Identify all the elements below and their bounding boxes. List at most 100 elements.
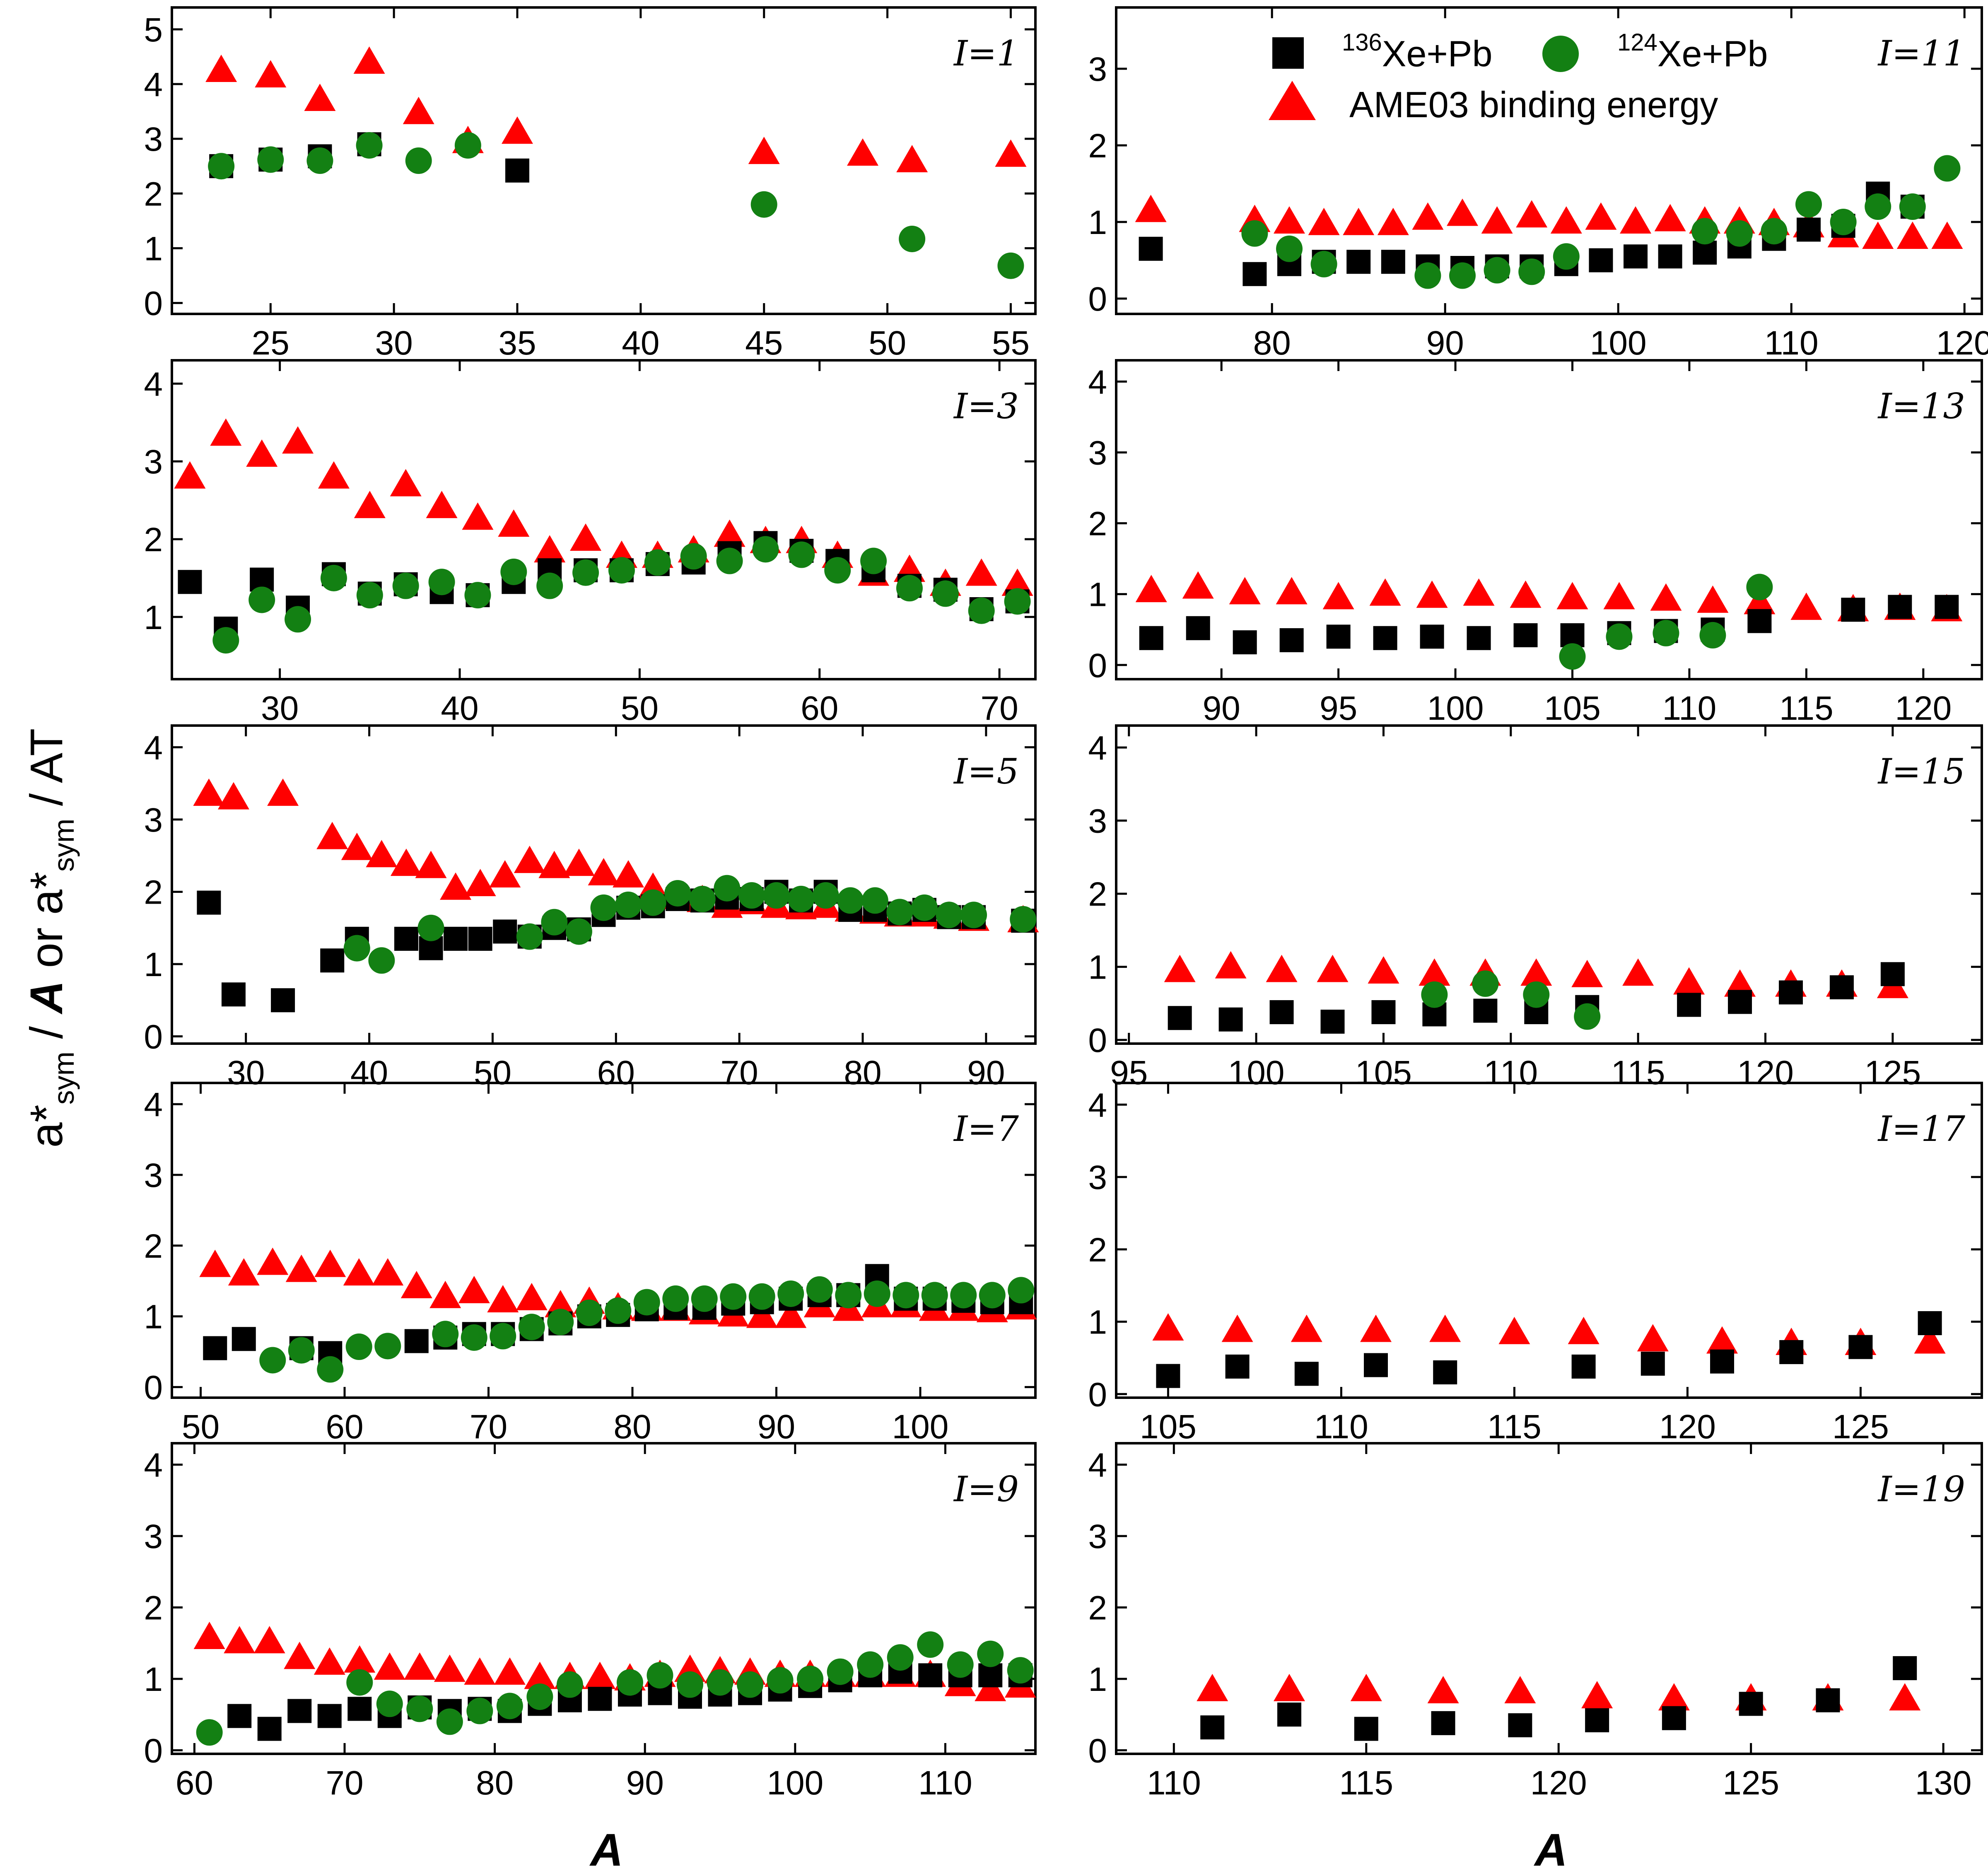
- data-point-xe124: [750, 191, 777, 218]
- x-axis-title-right: A: [1533, 1825, 1567, 1876]
- data-point-xe124: [644, 549, 671, 576]
- data-point-xe124: [662, 1285, 689, 1312]
- data-point-ame03: [253, 1626, 285, 1654]
- data-point-xe124: [196, 1719, 223, 1746]
- data-point-ame03: [1317, 955, 1349, 982]
- data-point-xe124: [1008, 1277, 1035, 1304]
- data-point-xe124: [677, 1671, 703, 1698]
- data-point-xe124: [714, 875, 741, 902]
- data-point-xe124: [1761, 218, 1788, 245]
- data-point-xe124: [921, 1282, 948, 1309]
- data-point-xe124: [788, 541, 815, 568]
- x-tick-label: 30: [227, 1054, 265, 1092]
- data-point-xe124: [1653, 620, 1679, 646]
- data-point-xe136: [227, 1704, 252, 1728]
- data-point-xe136: [1848, 1335, 1873, 1359]
- data-point-xe124: [864, 1280, 890, 1307]
- data-point-xe136: [978, 1663, 1003, 1688]
- data-point-xe124: [208, 153, 235, 180]
- x-tick-label: 80: [613, 1408, 651, 1446]
- data-point-ame03: [975, 1673, 1006, 1701]
- data-point-ame03: [1568, 1317, 1600, 1344]
- data-point-ame03: [584, 1661, 616, 1689]
- data-point-xe124: [1795, 191, 1822, 218]
- data-point-xe124: [306, 147, 333, 174]
- data-point-ame03: [1790, 592, 1822, 620]
- y-tick-label: 0: [1088, 1022, 1107, 1059]
- x-tick-label: 90: [967, 1054, 1005, 1092]
- data-point-xe136: [1829, 975, 1854, 1000]
- data-point-ame03: [246, 439, 278, 467]
- data-point-xe136: [1677, 993, 1701, 1017]
- data-point-xe124: [968, 597, 995, 624]
- data-point-xe136: [1710, 1349, 1734, 1374]
- data-point-xe124: [827, 1658, 854, 1685]
- y-tick-label: 2: [144, 873, 163, 911]
- data-point-xe136: [1880, 962, 1905, 986]
- data-point-xe136: [1585, 1708, 1609, 1732]
- data-point-xe136: [1294, 1362, 1319, 1386]
- data-point-ame03: [1135, 575, 1167, 603]
- panel-i-3: 30 40 50 60 70 1 2 3 4 I=3: [144, 359, 1037, 727]
- data-point-ame03: [1673, 967, 1705, 995]
- data-point-ame03: [464, 869, 496, 896]
- data-point-xe124: [960, 902, 987, 928]
- data-point-xe136: [1935, 595, 1959, 619]
- data-point-xe136: [1371, 1000, 1396, 1025]
- x-tick-label: 50: [869, 324, 906, 362]
- data-point-ame03: [1862, 222, 1894, 249]
- data-point-ame03: [516, 1283, 548, 1310]
- data-point-xe124: [212, 627, 239, 654]
- y-tick-label: 1: [144, 230, 163, 268]
- data-point-xe124: [896, 575, 923, 602]
- panel-i-5: 30 40 50 60 70 80 90 0 1 2 3 4 I=5: [144, 724, 1039, 1092]
- y-tick-label: 0: [1088, 647, 1107, 685]
- y-tick-label: 1: [1088, 1661, 1107, 1698]
- y-tick-label: 4: [144, 1447, 163, 1484]
- data-point-ame03: [224, 1626, 256, 1654]
- data-point-xe136: [1218, 1007, 1243, 1032]
- data-point-ame03: [1896, 222, 1928, 249]
- panel-i-11: 80 90 100 110 120 0 1 2 3 I=11: [1088, 6, 1988, 362]
- data-point-ame03: [1274, 1673, 1305, 1701]
- data-point-xe124: [887, 1644, 914, 1671]
- y-tick-label: 2: [1088, 1231, 1107, 1269]
- x-tick-label: 80: [476, 1764, 514, 1802]
- x-tick-label: 35: [498, 324, 536, 362]
- y-tick-label: 1: [1088, 204, 1107, 241]
- data-point-xe136: [394, 926, 418, 951]
- data-point-xe124: [556, 1671, 583, 1698]
- data-point-xe124: [1004, 588, 1031, 615]
- x-tick-label: 70: [326, 1764, 363, 1802]
- y-tick-label: 2: [1088, 1589, 1107, 1627]
- data-point-xe124: [1449, 262, 1476, 289]
- data-point-xe136: [1200, 1715, 1225, 1740]
- data-point-xe124: [1010, 906, 1037, 933]
- data-point-ame03: [1481, 206, 1513, 234]
- data-point-xe136: [1242, 262, 1267, 286]
- x-tick-label: 100: [1228, 1054, 1285, 1092]
- data-point-xe136: [1277, 1702, 1301, 1727]
- data-point-xe136: [1513, 623, 1538, 647]
- data-point-ame03: [404, 1652, 436, 1680]
- y-axis-title: a*sym / A or a*sym / AT: [21, 728, 80, 1148]
- data-point-ame03: [415, 851, 447, 878]
- data-point-xe124: [1310, 251, 1337, 277]
- y-tick-label: 2: [144, 175, 163, 213]
- y-tick-label: 1: [144, 599, 163, 637]
- data-point-xe136: [1693, 241, 1717, 265]
- y-tick-label: 2: [144, 1227, 163, 1265]
- x-tick-label: 120: [1895, 690, 1952, 727]
- data-point-xe124: [576, 1300, 603, 1326]
- data-point-xe124: [689, 885, 716, 912]
- data-point-ame03: [458, 1276, 490, 1303]
- data-point-xe124: [1421, 981, 1448, 1008]
- data-point-xe124: [496, 1693, 523, 1719]
- data-point-xe124: [917, 1631, 944, 1658]
- y-tick-label: 1: [1088, 949, 1107, 986]
- data-point-ame03: [285, 1254, 317, 1282]
- data-point-xe136: [1420, 625, 1444, 649]
- legend-circle-marker: [1542, 36, 1579, 72]
- data-point-ame03: [1654, 204, 1686, 231]
